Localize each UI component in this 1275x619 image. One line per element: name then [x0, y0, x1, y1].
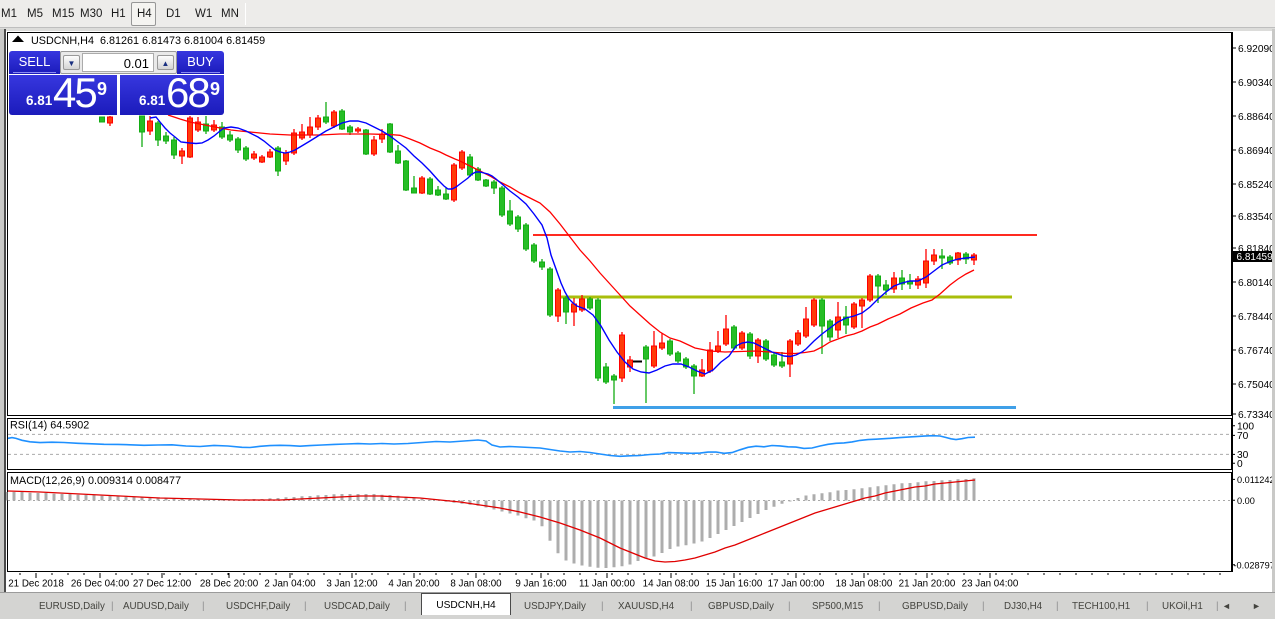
svg-text:0: 0: [1237, 459, 1243, 470]
svg-text:28 Dec 20:00: 28 Dec 20:00: [200, 579, 259, 590]
svg-text:6.78440: 6.78440: [1238, 312, 1275, 323]
svg-text:17 Jan 00:00: 17 Jan 00:00: [768, 579, 825, 590]
svg-text:26 Dec 04:00: 26 Dec 04:00: [71, 579, 130, 590]
svg-text:-0.028797: -0.028797: [1234, 561, 1275, 571]
svg-text:23 Jan 04:00: 23 Jan 04:00: [962, 579, 1019, 590]
svg-text:100: 100: [1237, 422, 1254, 433]
svg-text:30: 30: [1237, 450, 1249, 461]
svg-text:8 Jan 08:00: 8 Jan 08:00: [450, 579, 502, 590]
svg-text:6.92090: 6.92090: [1238, 44, 1275, 55]
svg-text:6.85240: 6.85240: [1238, 180, 1275, 191]
svg-text:6.75040: 6.75040: [1238, 380, 1275, 391]
svg-text:21 Dec 2018: 21 Dec 2018: [8, 579, 64, 590]
svg-text:6.86940: 6.86940: [1238, 146, 1275, 157]
svg-text:6.81840: 6.81840: [1238, 244, 1275, 255]
svg-text:18 Jan 08:00: 18 Jan 08:00: [836, 579, 893, 590]
svg-text:0.00: 0.00: [1237, 496, 1255, 506]
svg-text:0.011242: 0.011242: [1237, 475, 1275, 485]
svg-text:11 Jan 00:00: 11 Jan 00:00: [579, 579, 635, 590]
svg-text:6.88640: 6.88640: [1238, 112, 1275, 123]
svg-text:USDCNH,H4 6.81261 6.81473 6.8: USDCNH,H4 6.81261 6.81473 6.81004 6.8145…: [31, 35, 265, 47]
svg-text:4 Jan 20:00: 4 Jan 20:00: [388, 579, 440, 590]
svg-text:2 Jan 04:00: 2 Jan 04:00: [264, 579, 316, 590]
svg-text:21 Jan 20:00: 21 Jan 20:00: [899, 579, 956, 590]
svg-text:6.81459: 6.81459: [1237, 252, 1274, 263]
svg-text:3 Jan 12:00: 3 Jan 12:00: [326, 579, 378, 590]
svg-text:27 Dec 12:00: 27 Dec 12:00: [133, 579, 192, 590]
svg-text:6.83540: 6.83540: [1238, 212, 1275, 223]
svg-text:6.76740: 6.76740: [1238, 346, 1275, 357]
svg-text:6.90340: 6.90340: [1238, 78, 1275, 89]
svg-text:9 Jan 16:00: 9 Jan 16:00: [515, 579, 567, 590]
svg-text:15 Jan 16:00: 15 Jan 16:00: [706, 579, 763, 590]
svg-text:6.73340: 6.73340: [1238, 410, 1275, 421]
svg-text:RSI(14) 64.5902: RSI(14) 64.5902: [10, 420, 89, 432]
svg-text:MACD(12,26,9) 0.009314 0.00847: MACD(12,26,9) 0.009314 0.008477: [10, 475, 181, 487]
svg-text:14 Jan 08:00: 14 Jan 08:00: [643, 579, 700, 590]
svg-text:70: 70: [1237, 431, 1249, 442]
svg-text:6.80140: 6.80140: [1238, 278, 1275, 289]
